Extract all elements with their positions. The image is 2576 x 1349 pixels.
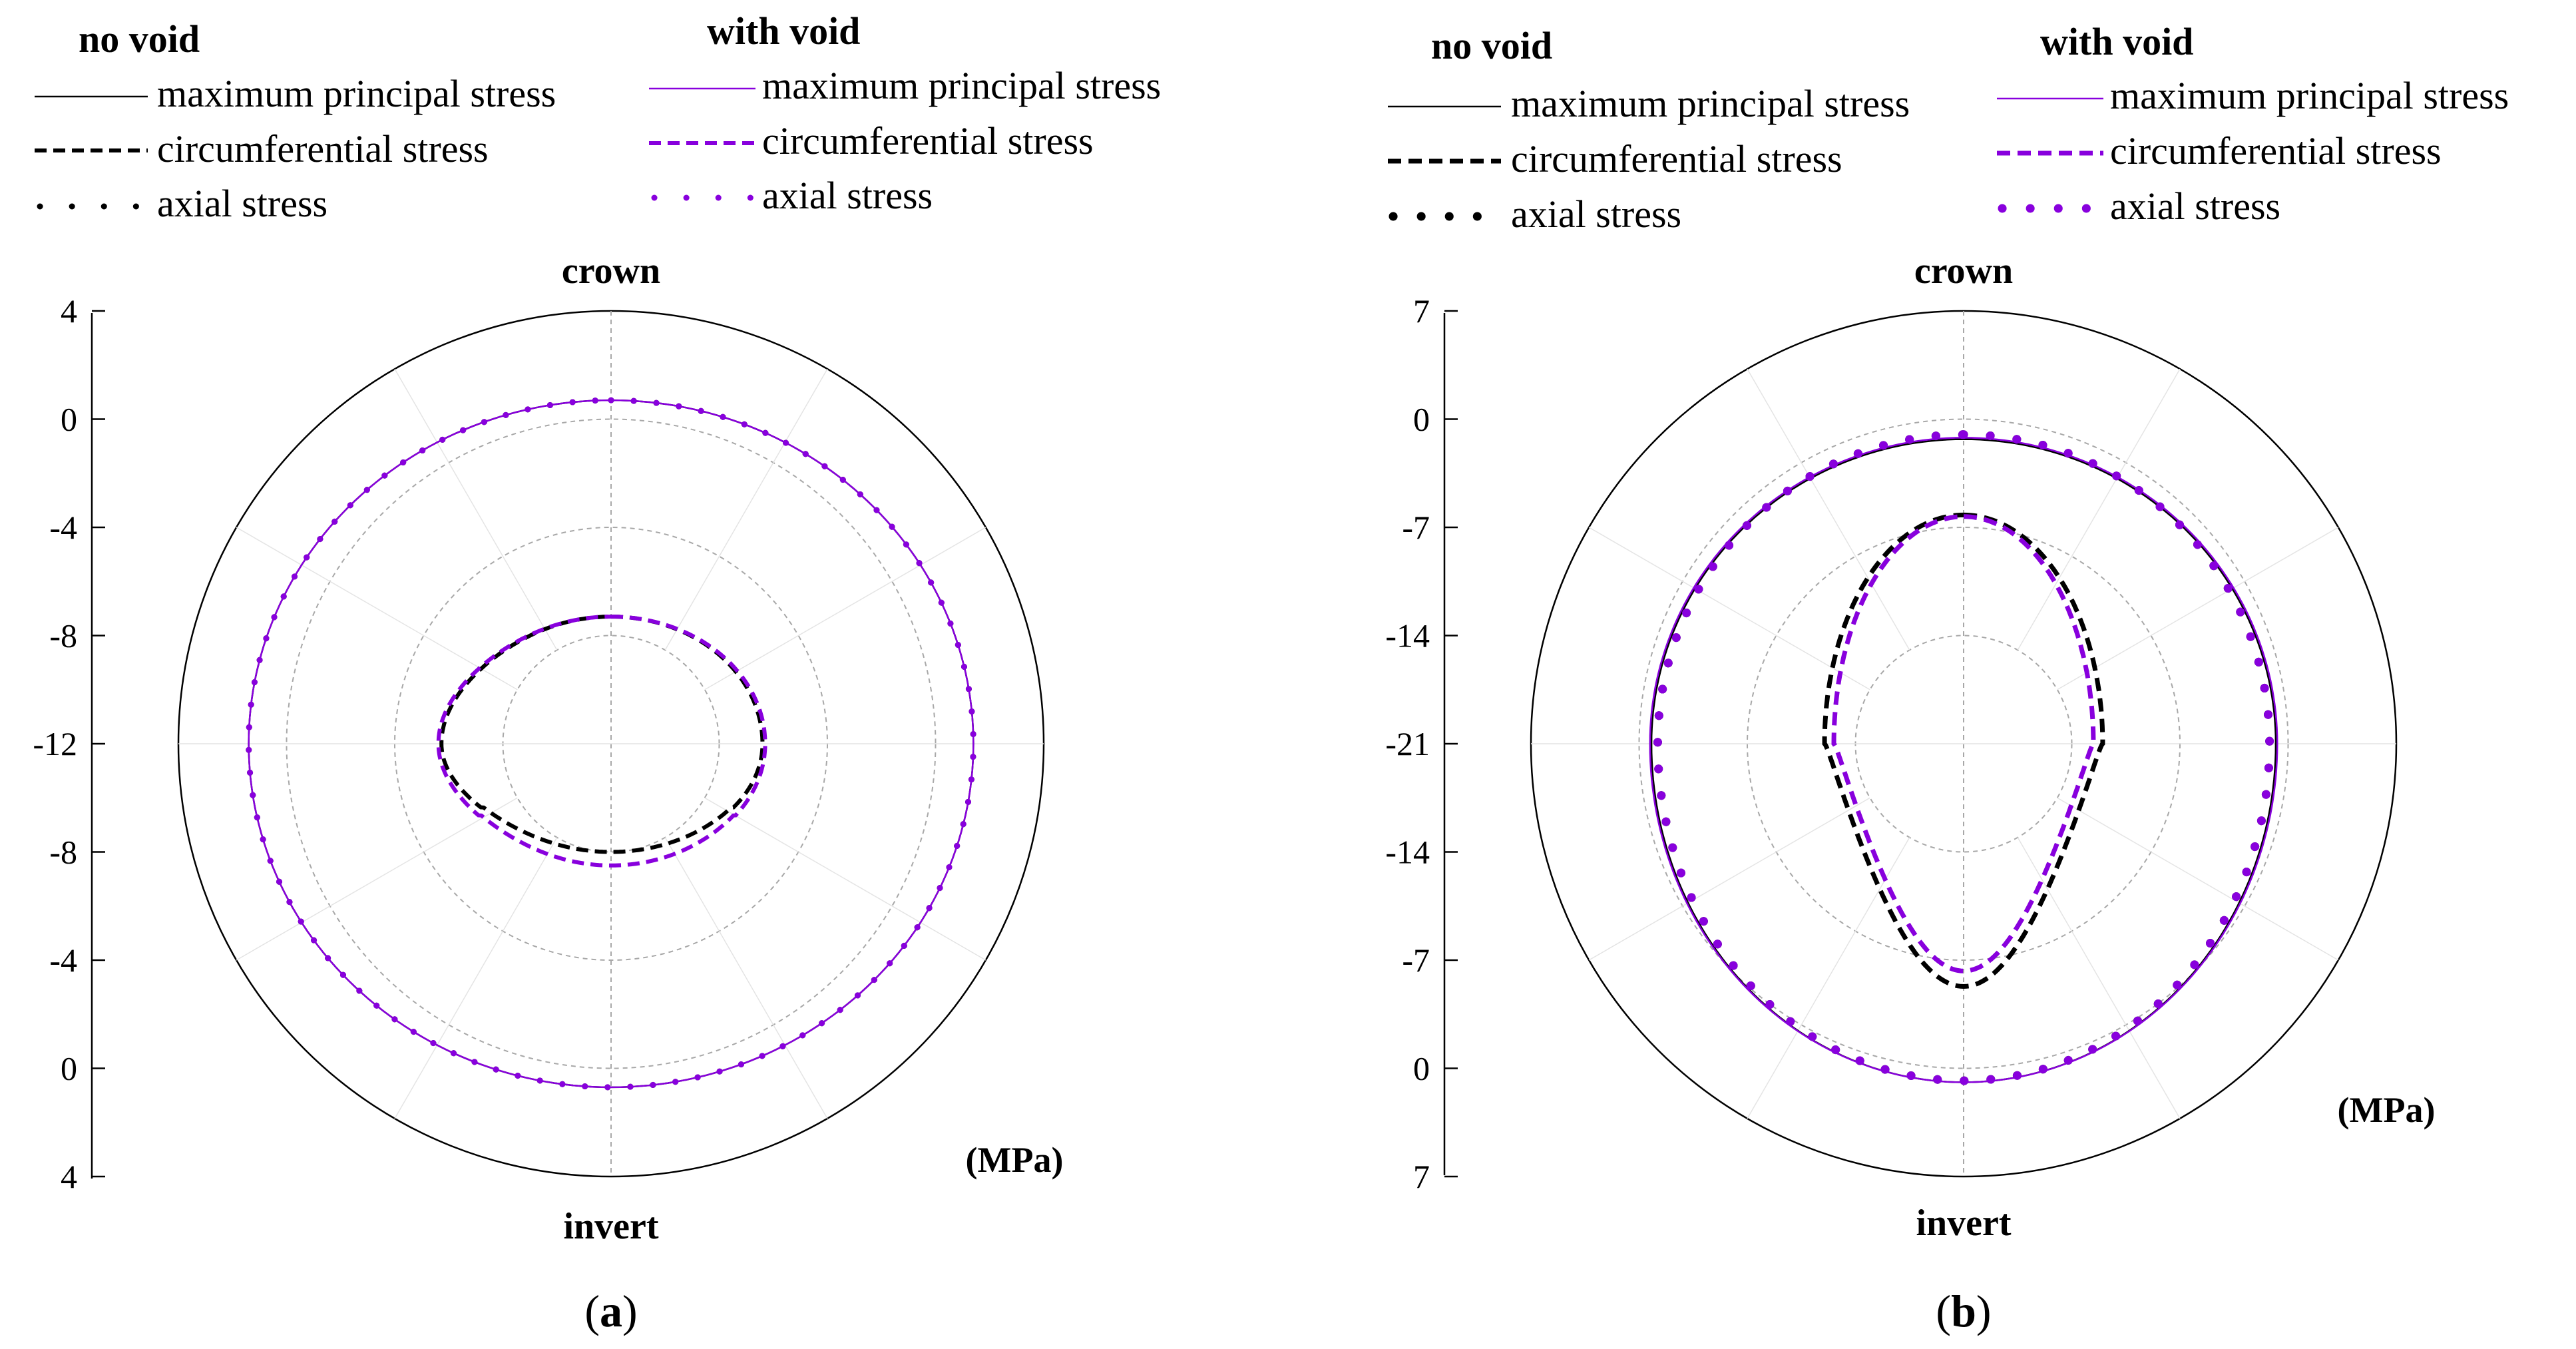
radial-tick-label: 7 [1413,1158,1430,1195]
legend-b-label-nv-circ: circumferential stress [1511,137,1842,180]
legend-b: no void with void maximum principal stre… [1388,20,2509,236]
radial-tick-label: -4 [49,942,77,979]
legend-a-label-nv-circ: circumferential stress [157,127,489,170]
legend-a-label-nv-axial: axial stress [157,182,327,225]
series-with-void-axial-stress [1653,430,2274,1085]
series-no-void-circumferential-stress [1822,512,2105,989]
legend-a-label-wv-max: maximum principal stress [762,64,1161,107]
radial-tick-label: -14 [1385,617,1430,655]
legend-a-label-wv-axial: axial stress [762,174,933,217]
polar-grid-b [1530,310,2398,1178]
radial-tick-label: 0 [1413,401,1430,438]
legend-a-label-nv-max: maximum principal stress [157,72,556,115]
grid-spoke [2017,837,2181,1119]
grid-spoke [1747,837,1910,1119]
legend-b-label-wv-max: maximum principal stress [2110,74,2509,117]
radial-axis-ticks-b [1444,310,1458,1178]
legend-b-header-no-void: no void [1431,24,1552,67]
legend-a-header-no-void: no void [79,17,200,61]
legend-a-label-wv-circ: circumferential stress [762,119,1094,162]
panel-b: no void with void maximum principal stre… [1385,20,2509,1336]
invert-label-a: invert [563,1206,658,1247]
radial-tick-label: -7 [1402,509,1430,546]
subfigure-label-a: (a) [584,1286,637,1336]
invert-label-b: invert [1916,1203,2011,1244]
grid-spoke [664,837,828,1119]
unit-label-a: (MPa) [966,1140,1064,1180]
legend-a-header-with-void: with void [707,9,860,53]
radial-tick-label: 0 [61,1050,77,1087]
grid-spoke [394,368,558,651]
grid-spoke [394,837,558,1119]
grid-spoke [2017,368,2181,651]
radial-tick-label: 7 [1413,292,1430,330]
grid-spoke [236,527,518,690]
grid-spoke [1747,368,1910,651]
legend-b-label-nv-max: maximum principal stress [1511,82,1910,125]
radial-tick-label: 0 [61,401,77,438]
grid-spoke [704,527,986,690]
radial-tick-label: -4 [49,509,77,546]
radial-axis-a: 4 0 -4 -8 -12 -8 -4 0 4 [33,292,105,1195]
grid-spoke [704,797,986,961]
series-b [1649,430,2278,1085]
subfigure-letter-a: a [600,1286,622,1336]
grid-spoke [236,797,518,961]
legend-b-header-with-void: with void [2040,20,2193,63]
radial-tick-label: 4 [61,292,77,330]
polar-grid-a [177,310,1045,1178]
grid-spoke [1588,527,1870,690]
subfigure-label-b: (b) [1936,1286,1991,1336]
grid-spokes-b [1531,311,2396,1177]
grid-spoke [1588,797,1870,961]
grid-spokes-a [178,311,1044,1177]
radial-axis-ticks-a [92,310,105,1178]
panel-a: no void with void maximum principal stre… [33,9,1161,1336]
radial-axis-labels-a: 4 0 -4 -8 -12 -8 -4 0 4 [33,292,77,1195]
series-with-void-circumferential-stress [436,615,767,868]
crown-label-b: crown [1914,250,2013,292]
radial-tick-label: -7 [1402,942,1430,979]
crown-label-a: crown [562,250,660,292]
radial-tick-label: 0 [1413,1050,1430,1087]
grid-spoke [2057,797,2339,961]
series-no-void-circumferential-stress [439,615,765,854]
grid-spoke [2057,527,2339,690]
radial-tick-label: -14 [1385,834,1430,871]
grid-spoke [664,368,828,651]
legend-b-label-nv-axial: axial stress [1511,192,1681,236]
subfigure-letter-b: b [1951,1286,1976,1336]
series-with-void-circumferential-stress [1831,514,2096,973]
radial-axis-labels-b: 7 0 -7 -14 -21 -14 -7 0 7 [1385,292,1430,1195]
radial-tick-label: -21 [1385,725,1430,762]
series-with-void-maximum-principal-stress [248,399,974,1089]
legend-a: no void with void maximum principal stre… [35,9,1161,225]
radial-tick-label: -8 [49,834,77,871]
unit-label-b: (MPa) [2338,1090,2436,1130]
radial-tick-label: -8 [49,617,77,655]
radial-axis-b: 7 0 -7 -14 -21 -14 -7 0 7 [1385,292,1458,1195]
legend-b-label-wv-circ: circumferential stress [2110,129,2442,172]
radial-tick-label: 4 [61,1158,77,1195]
series-a [246,397,976,1091]
legend-b-label-wv-axial: axial stress [2110,184,2280,228]
radial-tick-label: -12 [33,725,77,762]
